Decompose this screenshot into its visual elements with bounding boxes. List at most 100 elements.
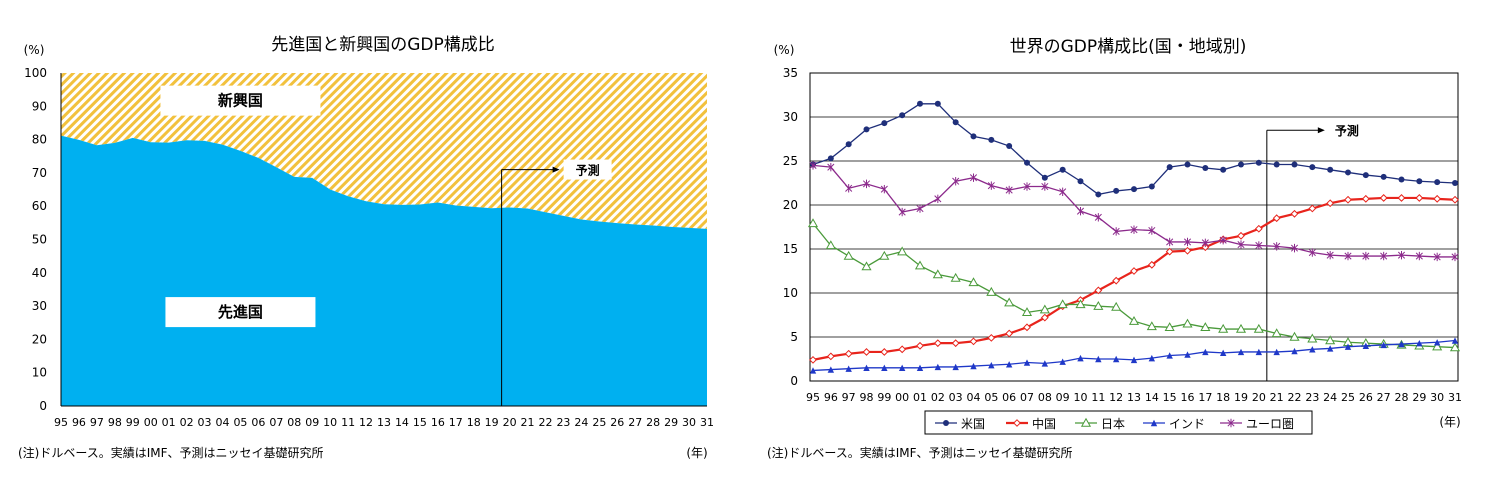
left-y-tick-label: 60 xyxy=(32,199,47,213)
right-x-tick-label: 01 xyxy=(913,391,927,404)
right-x-tick-label: 98 xyxy=(860,391,874,404)
india-point xyxy=(1398,340,1405,348)
left-forecast-label-box xyxy=(563,159,612,180)
japan-point xyxy=(1093,300,1104,310)
japan-point xyxy=(932,269,943,279)
china-point xyxy=(862,348,871,356)
japan-point xyxy=(1182,318,1193,328)
left-y-tick-label: 100 xyxy=(24,66,47,80)
emerging-label: 新興国 xyxy=(218,92,263,110)
china-point xyxy=(1130,267,1138,275)
us-point xyxy=(1077,178,1084,185)
left-x-tick-label: 03 xyxy=(198,416,212,429)
us-point xyxy=(1416,178,1423,185)
us-point xyxy=(1166,164,1173,171)
right-x-tick-label: 03 xyxy=(949,391,963,404)
right-x-tick-label: 17 xyxy=(1198,391,1212,404)
india-point xyxy=(1291,347,1298,355)
right-x-tick-label: 02 xyxy=(931,391,945,404)
india-point xyxy=(1041,360,1049,367)
japan-point xyxy=(843,250,854,260)
china-point xyxy=(826,352,835,361)
china-point xyxy=(1415,194,1424,202)
euro-point xyxy=(1076,206,1085,216)
euro-point xyxy=(1130,225,1138,234)
india-point xyxy=(845,365,852,372)
us-point xyxy=(863,126,870,133)
euro-point xyxy=(1397,250,1406,260)
left-x-tick-label: 24 xyxy=(574,416,588,429)
left-y-axis: 0 10 20 30 40 50 60 70 80 90 100 xyxy=(24,66,47,413)
right-y-tick-label: 0 xyxy=(790,374,798,388)
japan-point xyxy=(861,261,872,271)
right-y-axis: 0 5 10 15 20 25 30 35 xyxy=(783,66,798,388)
left-x-tick-label: 26 xyxy=(610,416,624,429)
china-point xyxy=(1344,195,1352,204)
india-point xyxy=(1130,356,1138,364)
right-x-tick-label: 13 xyxy=(1127,391,1141,404)
legend-china-label: 中国 xyxy=(1032,416,1056,431)
left-y-unit-label: (%) xyxy=(24,43,45,57)
euro-point xyxy=(1201,238,1209,248)
us-point xyxy=(1273,161,1280,168)
legend-japan-label: 日本 xyxy=(1101,417,1125,431)
us-point xyxy=(934,100,941,107)
india-point xyxy=(916,364,924,371)
legend-euro-label: ユーロ圏 xyxy=(1246,417,1294,431)
euro-line xyxy=(812,164,1455,258)
us-point xyxy=(1309,164,1316,171)
left-y-tick-label: 50 xyxy=(32,233,47,247)
euro-point xyxy=(1183,237,1192,247)
japan-point xyxy=(807,218,819,228)
china-point xyxy=(1183,246,1192,255)
euro-point xyxy=(1148,226,1156,235)
us-point xyxy=(988,136,995,143)
right-x-tick-label: 28 xyxy=(1395,391,1409,404)
japan-point xyxy=(825,240,836,250)
india-point xyxy=(1095,355,1102,363)
legend-box xyxy=(924,410,1313,435)
euro-point xyxy=(987,181,995,190)
japan-point xyxy=(968,277,979,287)
right-x-tick-label: 12 xyxy=(1109,391,1123,404)
china-line xyxy=(812,196,1456,361)
left-x-tick-label: 05 xyxy=(233,416,247,429)
india-point xyxy=(970,362,977,370)
us-point xyxy=(827,155,834,162)
right-y-tick-label: 25 xyxy=(783,154,798,168)
euro-point xyxy=(862,179,871,189)
japan-point xyxy=(1057,299,1068,309)
left-y-tick-label: 70 xyxy=(32,166,47,180)
japan-point xyxy=(950,272,961,282)
us-point xyxy=(899,112,906,119)
us-point xyxy=(917,100,923,107)
left-x-unit-label: (年) xyxy=(686,446,707,460)
right-forecast-arrowhead xyxy=(1317,127,1325,134)
us-point xyxy=(1041,174,1048,181)
left-x-tick-label: 29 xyxy=(664,416,678,429)
left-x-tick-label: 12 xyxy=(359,416,373,429)
us-point xyxy=(1059,166,1066,173)
left-x-tick-label: 16 xyxy=(431,416,445,429)
right-x-unit-label: (年) xyxy=(1439,415,1460,429)
china-point xyxy=(1005,329,1014,338)
india-point xyxy=(1451,337,1459,344)
left-x-tick-label: 09 xyxy=(305,416,319,429)
left-x-tick-label: 04 xyxy=(216,416,230,429)
right-x-axis: 95 96 97 98 99 00 01 02 03 04 05 06 07 08 09 10 11 12 13 14… xyxy=(806,391,1462,404)
right-y-tick-label: 5 xyxy=(790,330,798,344)
advanced-label: 先進国 xyxy=(218,303,263,321)
china-point xyxy=(1451,195,1459,204)
left-x-tick-label: 31 xyxy=(700,416,714,429)
euro-point xyxy=(898,207,906,217)
japan-point xyxy=(1235,323,1247,333)
right-y-unit-label: (%) xyxy=(774,43,795,57)
euro-point xyxy=(1380,251,1388,261)
right-x-tick-label: 30 xyxy=(1430,391,1444,404)
india-point xyxy=(827,366,835,373)
us-point xyxy=(1220,166,1227,173)
india-point xyxy=(1202,348,1209,356)
japan-point xyxy=(1164,322,1175,332)
